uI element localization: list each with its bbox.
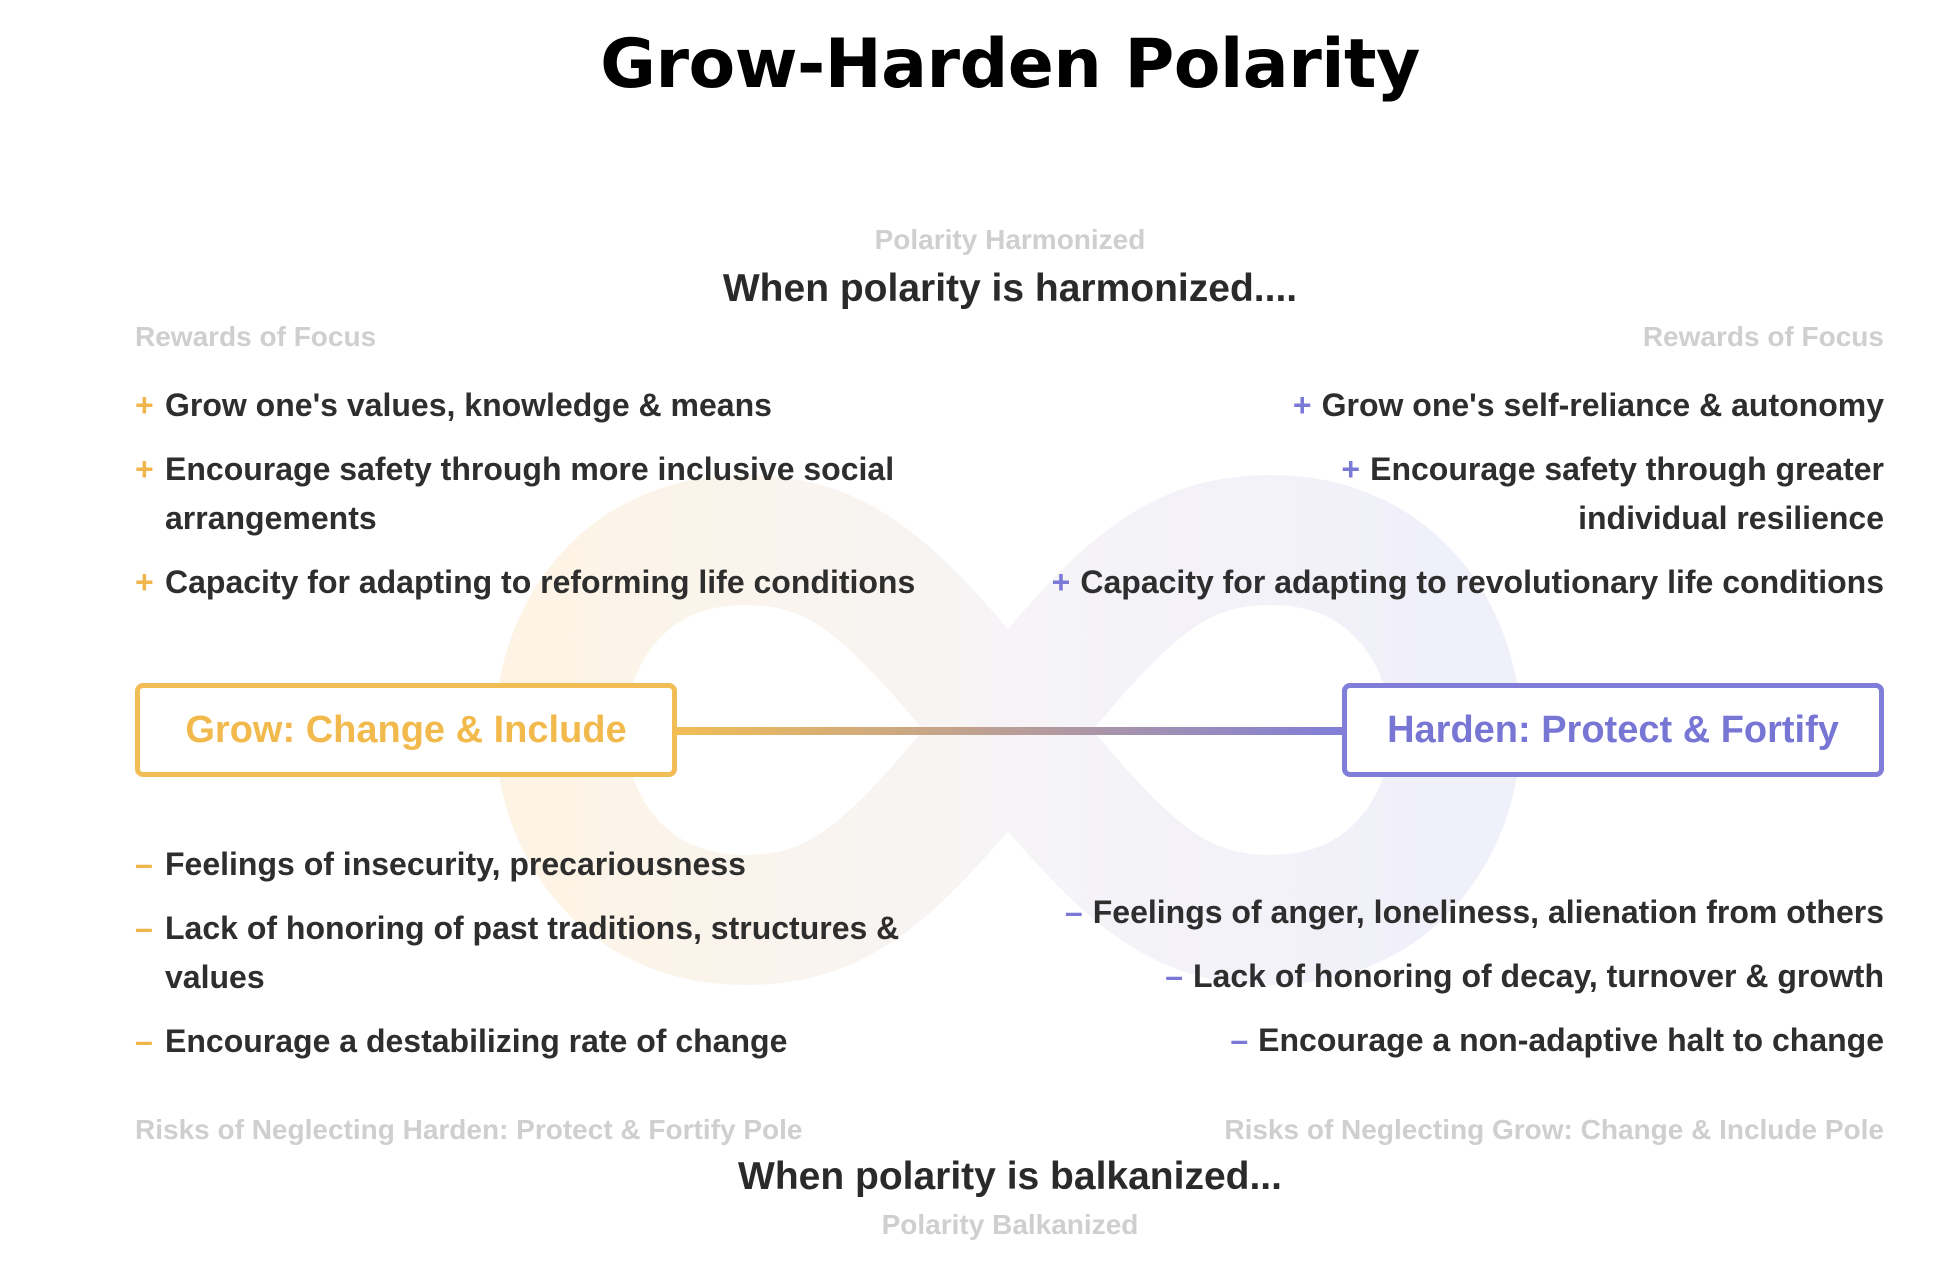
harmonized-heading: When polarity is harmonized....	[722, 267, 1298, 310]
minus-icon: –	[135, 910, 153, 946]
polarity-harmonized-label: Polarity Harmonized	[874, 224, 1146, 255]
list-item: – Feelings of anger, loneliness, alienati…	[984, 888, 1884, 937]
list-item: + Encourage safety through more inclusive…	[135, 445, 925, 543]
minus-icon: –	[1064, 894, 1083, 930]
plus-icon: +	[135, 564, 154, 600]
minus-icon: –	[1230, 1022, 1249, 1058]
list-item: – Lack of honoring of decay, turnover & g…	[984, 952, 1884, 1001]
upsides-list-right: + Grow one's self-reliance & autonomy + En…	[984, 381, 1884, 607]
list-item: + Grow one's values, knowledge & means	[135, 381, 925, 430]
minus-icon: –	[135, 1023, 153, 1059]
risks-label-right: Risks of Neglecting Grow: Change & Inclu…	[1224, 1114, 1884, 1145]
plus-icon: +	[135, 451, 154, 487]
list-item: + Capacity for adapting to reforming life…	[135, 558, 925, 607]
list-item: – Encourage a destabilizing rate of chang…	[135, 1017, 925, 1066]
downsides-list-left: – Feelings of insecurity, precariousness …	[135, 840, 925, 1066]
list-item: + Encourage safety through greater indivi…	[984, 445, 1884, 543]
grow-pole-label: Grow: Change & Include	[185, 709, 627, 751]
upsides-list-left: + Grow one's values, knowledge & means + E…	[135, 381, 925, 607]
polarity-balkanized-label: Polarity Balkanized	[881, 1209, 1139, 1240]
page-title: Grow-Harden Polarity	[600, 25, 1420, 104]
list-item: – Feelings of insecurity, precariousness	[135, 840, 925, 889]
balkanized-heading: When polarity is balkanized...	[738, 1155, 1282, 1198]
minus-icon: –	[1165, 958, 1183, 994]
rewards-label-left: Rewards of Focus	[135, 321, 377, 352]
downsides-list-right: – Feelings of anger, loneliness, alienati…	[984, 888, 1884, 1065]
risks-label-left: Risks of Neglecting Harden: Protect & Fo…	[135, 1114, 803, 1145]
harden-pole-label: Harden: Protect & Fortify	[1387, 709, 1839, 751]
plus-icon: +	[1292, 387, 1312, 423]
harden-pole-box: Harden: Protect & Fortify	[1342, 683, 1884, 777]
list-item: – Encourage a non-adaptive halt to change	[984, 1016, 1884, 1065]
grow-pole-box: Grow: Change & Include	[135, 683, 677, 777]
list-item: – Lack of honoring of past traditions, st…	[135, 904, 925, 1002]
plus-icon: +	[1341, 451, 1361, 487]
pole-connector-line	[675, 727, 1345, 735]
rewards-label-right: Rewards of Focus	[1642, 321, 1884, 352]
list-item: + Grow one's self-reliance & autonomy	[984, 381, 1884, 430]
plus-icon: +	[135, 387, 154, 423]
list-item: + Capacity for adapting to revolutionary …	[984, 558, 1884, 607]
plus-icon: +	[1051, 564, 1071, 600]
minus-icon: –	[135, 846, 153, 882]
